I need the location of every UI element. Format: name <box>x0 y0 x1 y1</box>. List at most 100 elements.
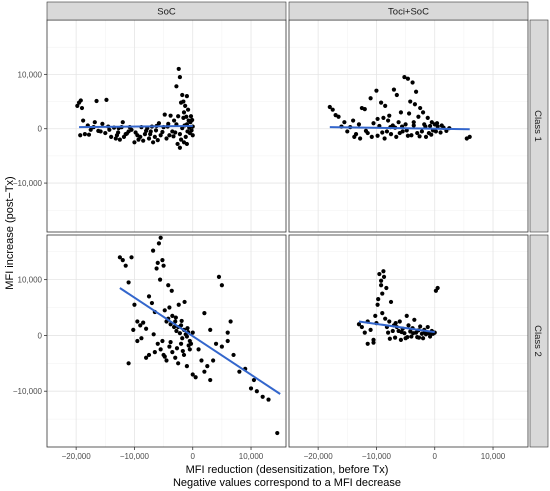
data-point <box>390 328 395 334</box>
data-point <box>381 274 387 279</box>
data-point <box>405 133 411 138</box>
data-point <box>167 344 172 349</box>
data-point <box>173 130 178 135</box>
x-axis-title: MFI reduction (desensitization, before T… <box>186 464 389 476</box>
data-point <box>394 92 399 98</box>
data-point <box>157 277 163 282</box>
data-point <box>146 294 152 299</box>
data-point <box>175 141 180 147</box>
data-point <box>409 334 414 339</box>
data-point <box>116 130 121 135</box>
data-point <box>174 84 179 89</box>
data-point <box>129 127 134 132</box>
data-point <box>142 132 148 137</box>
data-point <box>382 136 387 141</box>
data-point <box>435 285 440 291</box>
x-tick-label: 10,000 <box>239 452 264 461</box>
data-point <box>379 100 384 105</box>
data-point <box>135 319 140 324</box>
data-point <box>182 299 187 305</box>
data-point <box>362 107 367 112</box>
data-point <box>141 138 146 143</box>
data-point <box>363 128 369 133</box>
data-point <box>411 120 416 125</box>
data-point <box>416 335 422 340</box>
data-point <box>173 315 178 320</box>
data-point <box>399 329 404 335</box>
data-point <box>153 128 159 133</box>
panel-background <box>289 235 528 447</box>
data-point <box>420 110 426 115</box>
data-point <box>75 103 80 108</box>
data-point <box>184 94 189 99</box>
data-point <box>373 313 378 318</box>
data-point <box>184 334 189 339</box>
data-point <box>391 87 397 92</box>
data-point <box>260 394 265 399</box>
data-point <box>231 352 236 358</box>
data-point <box>412 102 418 107</box>
data-point <box>96 128 101 133</box>
data-point <box>138 323 143 328</box>
data-point <box>406 111 412 116</box>
data-point <box>387 319 392 324</box>
data-point <box>425 324 430 330</box>
data-point <box>160 129 165 135</box>
data-point <box>423 134 429 139</box>
data-point <box>168 340 173 345</box>
data-point <box>150 140 156 145</box>
data-point <box>164 358 169 363</box>
panels-layer <box>46 19 529 448</box>
data-point <box>419 129 425 134</box>
data-point <box>170 350 175 355</box>
x-tick-label: −10,000 <box>120 452 150 461</box>
data-point <box>356 122 362 127</box>
data-point <box>381 269 386 274</box>
data-point <box>187 347 192 352</box>
data-point <box>403 122 408 127</box>
data-point <box>237 369 242 374</box>
y-tick-label: 0 <box>38 125 43 134</box>
data-point <box>146 352 152 358</box>
regression-line <box>329 126 470 131</box>
data-point <box>185 326 190 331</box>
data-point <box>425 115 430 120</box>
data-point <box>184 364 189 369</box>
data-point <box>144 355 149 360</box>
strip-row-class2: Class 2 <box>529 234 549 448</box>
data-point <box>402 74 407 80</box>
data-point <box>158 347 163 352</box>
data-point <box>168 113 173 118</box>
data-point <box>167 133 172 138</box>
data-point <box>81 118 86 123</box>
data-point <box>176 114 181 119</box>
data-point <box>174 346 180 351</box>
data-point <box>171 118 177 123</box>
data-point <box>100 121 105 126</box>
data-point <box>186 343 191 348</box>
data-point <box>216 274 222 279</box>
data-point <box>433 129 438 134</box>
panel-border <box>288 234 529 448</box>
data-point <box>429 132 434 137</box>
data-point <box>162 354 167 359</box>
data-point <box>416 114 421 119</box>
data-point <box>86 132 92 137</box>
data-point <box>94 98 99 104</box>
data-point <box>177 331 183 336</box>
data-point <box>417 134 422 139</box>
data-point <box>254 389 259 394</box>
data-point <box>166 283 171 288</box>
data-point <box>155 138 160 143</box>
data-point <box>251 377 257 383</box>
data-point <box>427 123 433 129</box>
data-point <box>180 92 185 98</box>
data-point <box>158 133 163 138</box>
data-point <box>371 340 376 345</box>
data-point <box>327 104 332 110</box>
data-point <box>162 112 167 117</box>
data-point <box>160 338 165 344</box>
data-point <box>380 130 385 135</box>
x-tick-label: −20,000 <box>304 452 334 461</box>
data-point <box>156 241 162 246</box>
